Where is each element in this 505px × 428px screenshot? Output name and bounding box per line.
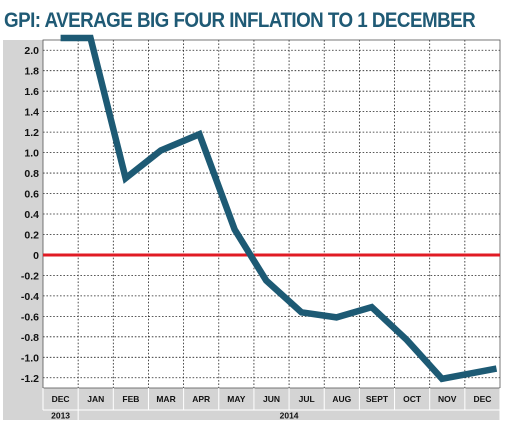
y-tick-label: -0.4 — [21, 291, 39, 303]
x-tick-label: DEC — [52, 394, 70, 404]
x-tick-label: JUN — [263, 394, 280, 404]
x-tick-label: NOV — [438, 394, 457, 404]
y-tick-label: 1.4 — [24, 107, 39, 119]
x-tick-label: JAN — [87, 394, 104, 404]
x-tick-label: MAY — [227, 394, 245, 404]
y-tick-label: 0.2 — [24, 229, 39, 241]
y-tick-label: 0.4 — [24, 209, 39, 221]
x-axis-band — [43, 388, 500, 420]
chart-title: GPI: AVERAGE BIG FOUR INFLATION TO 1 DEC… — [4, 9, 476, 32]
y-tick-label: 2.0 — [24, 45, 39, 57]
y-tick-label: 1.2 — [24, 127, 39, 139]
y-tick-label: -1.2 — [21, 373, 39, 385]
plot-border — [42, 39, 501, 389]
y-tick-label: -0.6 — [21, 311, 39, 323]
series — [60, 34, 498, 383]
x-tick-label: SEPT — [366, 394, 389, 404]
x-tick-label: OCT — [403, 394, 422, 404]
y-tick-label: 1.6 — [24, 86, 39, 98]
y-tick-label: 0 — [33, 250, 39, 262]
inflation-line — [60, 34, 498, 383]
y-tick-label: 1.8 — [24, 66, 39, 78]
y-axis-band — [3, 40, 43, 420]
x-axis-ticks: DEC JAN FEB MAR APR MAY JUN JUL AUG SEPT OCT NOV DEC… — [42, 388, 501, 421]
y-tick-label: -0.8 — [21, 332, 39, 344]
y-axis-ticks: 2.0 1.8 1.6 1.4 1.2 1.0 0.8 0.6 0.4 0.2 0 -0.2 -0.4 -… — [21, 45, 39, 385]
gridlines — [42, 39, 501, 389]
y-tick-label: 0.6 — [24, 189, 39, 201]
y-tick-label: 0.8 — [24, 168, 39, 180]
y-tick-label: -1.0 — [21, 352, 39, 364]
x-tick-label: JUL — [299, 394, 315, 404]
x-tick-label: MAR — [156, 394, 175, 404]
x-tick-label: APR — [192, 394, 210, 404]
y-tick-label: -0.2 — [21, 270, 39, 282]
year-label: 2013 — [51, 411, 70, 421]
x-tick-label: AUG — [332, 394, 351, 404]
year-label: 2014 — [280, 411, 299, 421]
x-tick-label: FEB — [122, 394, 139, 404]
y-tick-label: 1.0 — [24, 148, 39, 160]
x-tick-label: DEC — [473, 394, 491, 404]
